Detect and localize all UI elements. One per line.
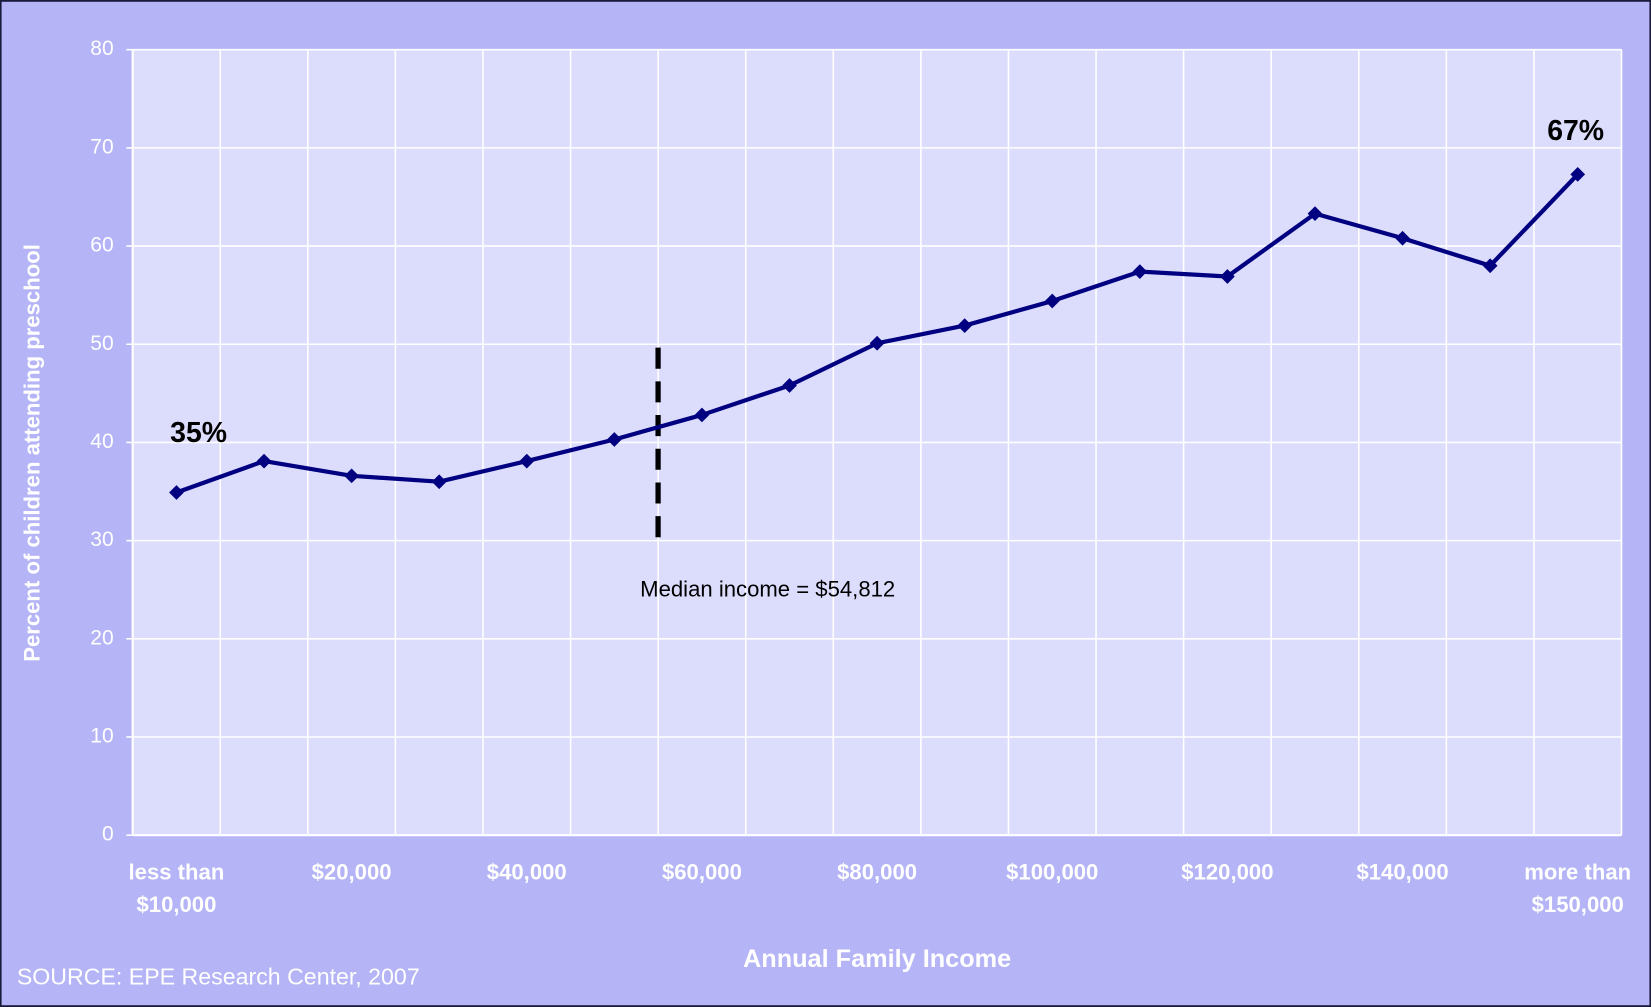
data-point xyxy=(782,378,797,393)
data-point xyxy=(957,318,973,333)
data-label: 67% xyxy=(1547,115,1604,147)
y-tick-label: 30 xyxy=(90,528,113,551)
x-axis-label: Annual Family Income xyxy=(743,945,1011,973)
x-tick-label: less than $10,000 xyxy=(128,860,225,918)
x-tick-label: more than $150,000 xyxy=(1524,860,1632,918)
x-tick-label: $120,000 xyxy=(1181,860,1274,885)
marks: 35% 67% xyxy=(169,115,1604,500)
source-note: SOURCE: EPE Research Center, 2007 xyxy=(17,963,420,989)
grid: 0 10 20 30 40 50 60 70 80 xyxy=(90,37,1623,846)
x-tick-label-box: $100,000 xyxy=(1006,860,1099,885)
x-tick-label: $100,000 xyxy=(1006,860,1099,885)
x-tick-label: $20,000 xyxy=(311,860,392,885)
y-tick-label: 70 xyxy=(90,135,113,158)
y-axis-label: Percent of children attending preschool xyxy=(20,244,45,662)
x-tick-label-box: $20,000 xyxy=(311,860,392,885)
y-tick-label: 10 xyxy=(90,725,113,748)
data-point xyxy=(1307,206,1323,222)
x-tick-label: $80,000 xyxy=(837,860,918,885)
median-annotation: Median income = $54,812 xyxy=(640,577,895,602)
data-point xyxy=(1570,167,1586,182)
data-point xyxy=(1220,269,1235,284)
x-tick-label: $60,000 xyxy=(661,860,742,885)
data-point xyxy=(1132,264,1148,279)
x-tick-label-box: less than $10,000 xyxy=(128,860,225,918)
y-tick-label: 50 xyxy=(90,332,113,355)
y-tick-label: 60 xyxy=(90,234,113,257)
x-tick-label-box: $80,000 xyxy=(837,860,918,885)
data-point xyxy=(519,453,535,469)
y-tick-label: 20 xyxy=(90,626,113,649)
x-tick-label: $140,000 xyxy=(1356,860,1449,885)
y-tick-label: 0 xyxy=(102,823,114,846)
data-point xyxy=(1044,293,1060,309)
x-tick-label-box: more than $150,000 xyxy=(1524,860,1632,918)
data-point xyxy=(169,485,184,500)
y-tick-label: 40 xyxy=(90,430,113,453)
x-tick-label-box: $140,000 xyxy=(1356,860,1449,885)
x-tick-label-box: $40,000 xyxy=(486,860,567,885)
data-point xyxy=(344,468,359,484)
data-point xyxy=(694,407,710,423)
data-point xyxy=(1482,258,1498,274)
x-tick-label-box: $60,000 xyxy=(661,860,742,885)
data-label: 35% xyxy=(170,417,227,449)
x-tick-label: $40,000 xyxy=(486,860,567,885)
data-point xyxy=(256,453,272,469)
data-point xyxy=(431,474,447,490)
x-tick-label-box: $120,000 xyxy=(1181,860,1274,885)
y-tick-label: 80 xyxy=(90,37,113,60)
data-point xyxy=(1395,230,1410,246)
